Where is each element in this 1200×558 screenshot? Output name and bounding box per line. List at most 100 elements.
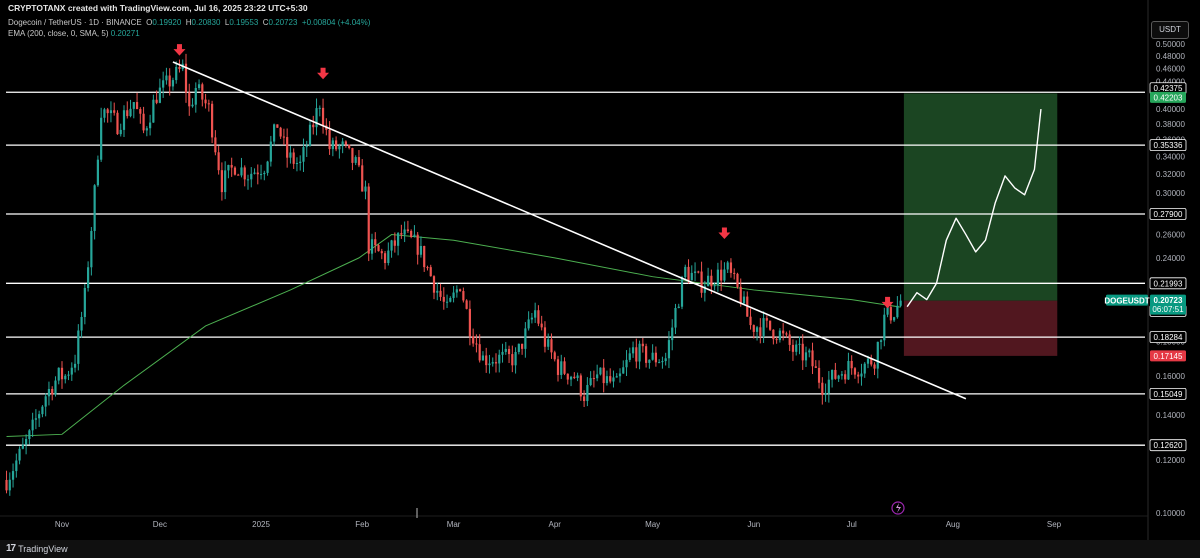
candle-body xyxy=(769,320,772,330)
candle-body xyxy=(501,351,504,355)
candle-body xyxy=(550,339,553,353)
candle-body xyxy=(259,174,263,176)
open-value: 0.19920 xyxy=(152,18,182,27)
candle-body xyxy=(452,292,455,298)
candle-body xyxy=(847,360,850,380)
price-tick-label: 0.16000 xyxy=(1156,372,1185,381)
candle-body xyxy=(821,382,824,395)
candle-body xyxy=(475,343,478,345)
time-tick-label: Jun xyxy=(747,520,760,529)
candles xyxy=(5,53,902,496)
down-arrow-icon xyxy=(317,67,330,80)
candle-body xyxy=(879,340,883,342)
candle-body xyxy=(778,330,781,341)
candle-body xyxy=(785,333,788,335)
candle-body xyxy=(344,141,347,145)
candle-body xyxy=(106,109,109,114)
candle-body xyxy=(15,460,18,472)
lightning-bolt-icon xyxy=(896,503,901,513)
candle-body xyxy=(214,137,217,153)
candle-body xyxy=(423,245,426,268)
price-label-box xyxy=(1149,277,1187,290)
candle-body xyxy=(612,377,615,382)
candle-body xyxy=(788,334,791,345)
candle-body xyxy=(109,110,113,114)
candle-body xyxy=(25,439,28,445)
candle-body xyxy=(54,380,57,395)
candle-body xyxy=(132,102,135,109)
candle-body xyxy=(393,240,396,246)
candle-body xyxy=(263,172,266,175)
candle-body xyxy=(795,344,798,352)
candle-body xyxy=(472,336,475,344)
candle-body xyxy=(318,107,321,109)
candle-body xyxy=(530,317,533,320)
price-tick-label: 0.10000 xyxy=(1156,509,1185,518)
candle-body xyxy=(680,276,684,307)
candle-body xyxy=(658,362,661,364)
price-label-box xyxy=(1149,139,1187,152)
price-tick-label: 0.14000 xyxy=(1156,411,1185,420)
price-tick-label: 0.30000 xyxy=(1156,189,1185,198)
candle-body xyxy=(514,351,517,366)
candle-body xyxy=(28,430,31,440)
candle-body xyxy=(152,99,155,123)
low-value: 0.19553 xyxy=(229,18,259,27)
candle-body xyxy=(211,103,214,138)
symbol-line: Dogecoin / TetherUS · 1D · BINANCE xyxy=(8,18,142,27)
candle-body xyxy=(191,104,194,107)
candle-body xyxy=(834,369,837,379)
candle-body xyxy=(188,92,191,107)
candle-body xyxy=(158,87,161,103)
candle-body xyxy=(801,343,804,361)
candle-body xyxy=(736,273,739,287)
candle-body xyxy=(341,141,344,147)
lightning-icon xyxy=(891,501,905,515)
candle-body xyxy=(357,157,361,166)
candle-body xyxy=(547,339,550,347)
candle-body xyxy=(762,318,765,336)
candle-body xyxy=(671,327,674,341)
candle-body xyxy=(279,127,282,137)
currency-button[interactable]: USDT xyxy=(1151,21,1189,39)
candle-body xyxy=(648,359,651,363)
projection-line xyxy=(906,108,1042,308)
candle-body xyxy=(485,355,488,366)
candle-body xyxy=(759,327,762,336)
ema-line xyxy=(6,234,901,438)
tradingview-brand: TradingView xyxy=(18,543,68,554)
candle-body xyxy=(374,239,377,246)
candle-body xyxy=(87,267,90,288)
symbol-legend: Dogecoin / TetherUS · 1D · BINANCE O0.19… xyxy=(8,18,370,28)
candle-body xyxy=(90,230,93,268)
candle-body xyxy=(207,103,210,105)
candle-body xyxy=(752,325,755,332)
price-label-box xyxy=(1149,439,1187,452)
candle-body xyxy=(31,419,34,431)
candle-body xyxy=(383,253,387,264)
candle-body xyxy=(390,240,393,251)
candle-body xyxy=(295,163,299,165)
candle-body xyxy=(64,375,67,380)
candle-body xyxy=(596,374,599,379)
candle-body xyxy=(543,327,547,347)
candle-body xyxy=(73,363,77,368)
candle-body xyxy=(129,108,132,117)
candle-body xyxy=(100,117,103,160)
projection-path xyxy=(906,108,1042,308)
tradingview-logo[interactable]: 17 TradingView xyxy=(6,543,68,554)
candle-body xyxy=(459,289,462,292)
candle-body xyxy=(755,327,759,332)
candle-body xyxy=(224,170,227,193)
candle-body xyxy=(811,350,814,367)
candle-body xyxy=(511,354,514,366)
candle-body xyxy=(870,358,873,365)
candle-body xyxy=(442,296,445,302)
candle-body xyxy=(667,340,671,359)
candle-body xyxy=(273,124,276,142)
time-tick-label: 2025 xyxy=(252,520,270,529)
candle-body xyxy=(618,373,622,377)
time-tick-label: Aug xyxy=(946,520,960,529)
